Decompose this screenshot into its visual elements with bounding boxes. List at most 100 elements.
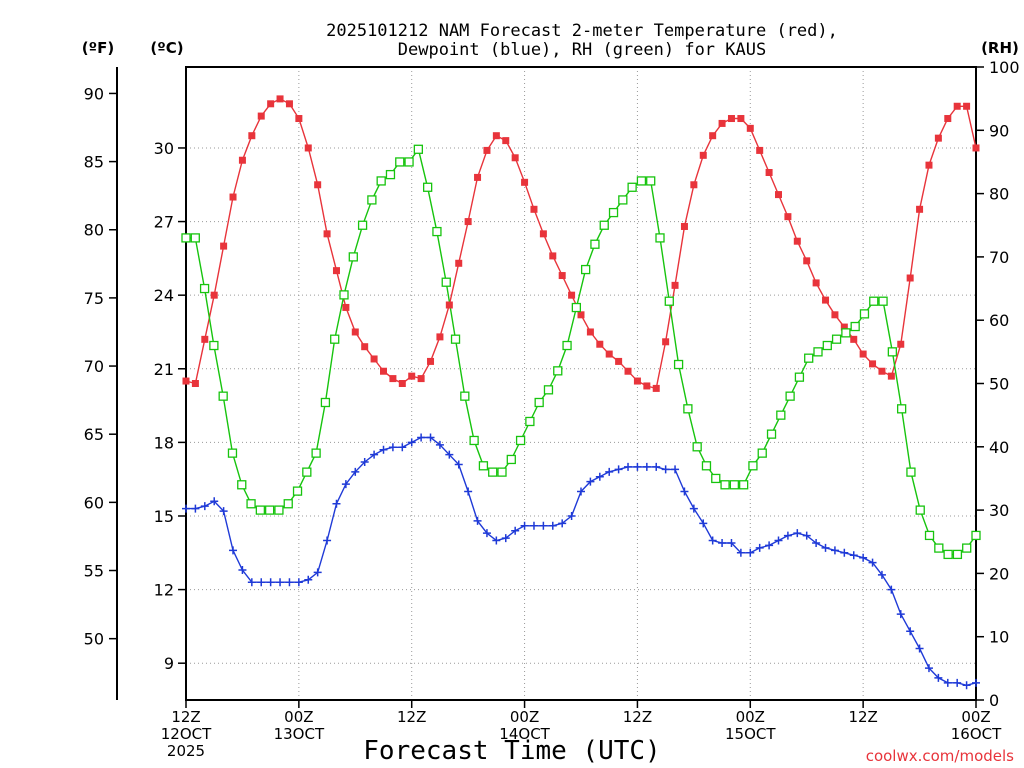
rh-unit-label: (RH) bbox=[981, 39, 1019, 57]
dewpoint-point-13 bbox=[304, 575, 313, 584]
temperature-point-46 bbox=[615, 357, 623, 365]
temperature-point-72 bbox=[859, 350, 867, 358]
rh-point-28 bbox=[441, 277, 451, 287]
temperature-point-21 bbox=[380, 367, 387, 375]
dewpoint-point-43 bbox=[586, 477, 595, 486]
celsius-tick-label-0: 9 bbox=[164, 654, 174, 673]
rh-tick-label-7: 70 bbox=[989, 248, 1009, 267]
fahrenheit-tick-label-8: 90 bbox=[84, 84, 104, 103]
dewpoint-point-69 bbox=[830, 546, 839, 555]
dewpoint-point-16 bbox=[332, 499, 341, 508]
fahrenheit-tick-label-1: 55 bbox=[84, 562, 104, 581]
temperature-point-38 bbox=[539, 230, 547, 238]
fahrenheit-unit-label: (ºF) bbox=[82, 39, 114, 57]
dewpoint-point-77 bbox=[906, 627, 915, 636]
dewpoint-point-42 bbox=[577, 487, 585, 496]
rh-point-23 bbox=[395, 157, 405, 167]
celsius-tick-label-1: 12 bbox=[154, 581, 174, 600]
rh-point-68 bbox=[813, 347, 823, 357]
dewpoint-point-34 bbox=[501, 534, 510, 543]
rh-point-18 bbox=[348, 252, 358, 262]
rh-tick-label-3: 30 bbox=[989, 501, 1009, 520]
temperature-point-47 bbox=[624, 367, 632, 375]
x-tick-label-0-3: 2025 bbox=[167, 742, 205, 760]
temperature-point-83 bbox=[963, 102, 971, 110]
temperature-point-15 bbox=[323, 230, 331, 238]
rh-point-22 bbox=[385, 169, 396, 180]
celsius-tick-label-2: 15 bbox=[154, 507, 174, 526]
rh-point-69 bbox=[822, 340, 832, 351]
dewpoint-point-32 bbox=[482, 529, 491, 538]
temperature-point-50 bbox=[652, 384, 660, 392]
rh-point-77 bbox=[896, 404, 907, 414]
rh-point-39 bbox=[543, 385, 554, 395]
temperature-point-25 bbox=[417, 375, 425, 383]
temperature-point-43 bbox=[586, 328, 594, 336]
rh-point-51 bbox=[655, 233, 665, 243]
rh-point-24 bbox=[404, 157, 414, 167]
dewpoint-point-47 bbox=[624, 462, 633, 471]
temperature-point-40 bbox=[558, 272, 566, 280]
rh-point-35 bbox=[506, 454, 516, 465]
temperature-point-45 bbox=[605, 350, 613, 358]
dewpoint-point-63 bbox=[774, 536, 783, 545]
temperature-point-10 bbox=[276, 95, 284, 103]
temperature-point-80 bbox=[934, 134, 942, 142]
rh-point-46 bbox=[608, 207, 619, 218]
temperature-point-6 bbox=[238, 156, 246, 164]
temperature-point-82 bbox=[953, 102, 961, 110]
rh-point-8 bbox=[255, 505, 266, 515]
temperature-point-4 bbox=[220, 242, 228, 250]
dewpoint-point-40 bbox=[558, 519, 567, 528]
rh-point-52 bbox=[664, 296, 674, 306]
temperature-point-58 bbox=[727, 115, 735, 123]
dewpoint-point-2 bbox=[200, 502, 209, 511]
dewpoint-point-7 bbox=[247, 578, 256, 587]
temperature-point-19 bbox=[361, 343, 369, 351]
dewpoint-point-56 bbox=[708, 536, 717, 545]
rh-tick-label-8: 80 bbox=[989, 185, 1009, 204]
celsius-tick-label-6: 27 bbox=[154, 213, 174, 232]
dewpoint-point-3 bbox=[210, 497, 219, 506]
fahrenheit-tick-label-6: 80 bbox=[84, 221, 104, 240]
rh-point-75 bbox=[878, 296, 888, 306]
temperature-point-9 bbox=[267, 100, 275, 108]
chart-title-line1: 2025101212 NAM Forecast 2-meter Temperat… bbox=[326, 21, 838, 41]
dewpoint-point-45 bbox=[605, 467, 614, 476]
rh-tick-label-10: 100 bbox=[989, 58, 1020, 77]
x-tick-label-1-2: 13OCT bbox=[274, 725, 325, 743]
rh-point-38 bbox=[534, 397, 544, 408]
rh-point-76 bbox=[887, 347, 898, 357]
rh-point-5 bbox=[227, 448, 238, 458]
rh-point-74 bbox=[869, 296, 879, 306]
rh-point-19 bbox=[357, 220, 368, 230]
temperature-point-74 bbox=[878, 367, 886, 375]
x-tick-label-7-1: 00Z bbox=[961, 708, 990, 726]
dewpoint-point-35 bbox=[511, 526, 520, 535]
temperature-point-66 bbox=[803, 257, 811, 265]
temperature-point-76 bbox=[897, 340, 905, 348]
dewpoint-point-44 bbox=[595, 472, 604, 481]
temperature-point-37 bbox=[530, 205, 538, 213]
rh-point-61 bbox=[748, 461, 758, 471]
rh-point-30 bbox=[460, 391, 470, 401]
rh-point-32 bbox=[478, 461, 489, 471]
dewpoint-point-31 bbox=[473, 516, 482, 525]
dewpoint-point-27 bbox=[435, 440, 444, 449]
rh-point-14 bbox=[311, 448, 321, 458]
temperature-point-41 bbox=[568, 291, 576, 299]
dewpoint-point-46 bbox=[614, 465, 623, 474]
dewpoint-point-38 bbox=[539, 521, 548, 530]
credit-label: coolwx.com/models bbox=[866, 747, 1014, 765]
rh-point-27 bbox=[432, 226, 442, 237]
dewpoint-point-58 bbox=[727, 538, 736, 547]
rh-point-48 bbox=[627, 182, 637, 192]
rh-point-58 bbox=[720, 480, 730, 490]
dewpoint-point-6 bbox=[238, 565, 247, 574]
temperature-point-22 bbox=[389, 375, 397, 383]
temperature-point-70 bbox=[840, 323, 848, 331]
rh-point-70 bbox=[831, 334, 842, 344]
temperature-point-61 bbox=[756, 146, 764, 154]
dewpoint-point-83 bbox=[962, 681, 971, 690]
rh-markers bbox=[181, 144, 981, 560]
